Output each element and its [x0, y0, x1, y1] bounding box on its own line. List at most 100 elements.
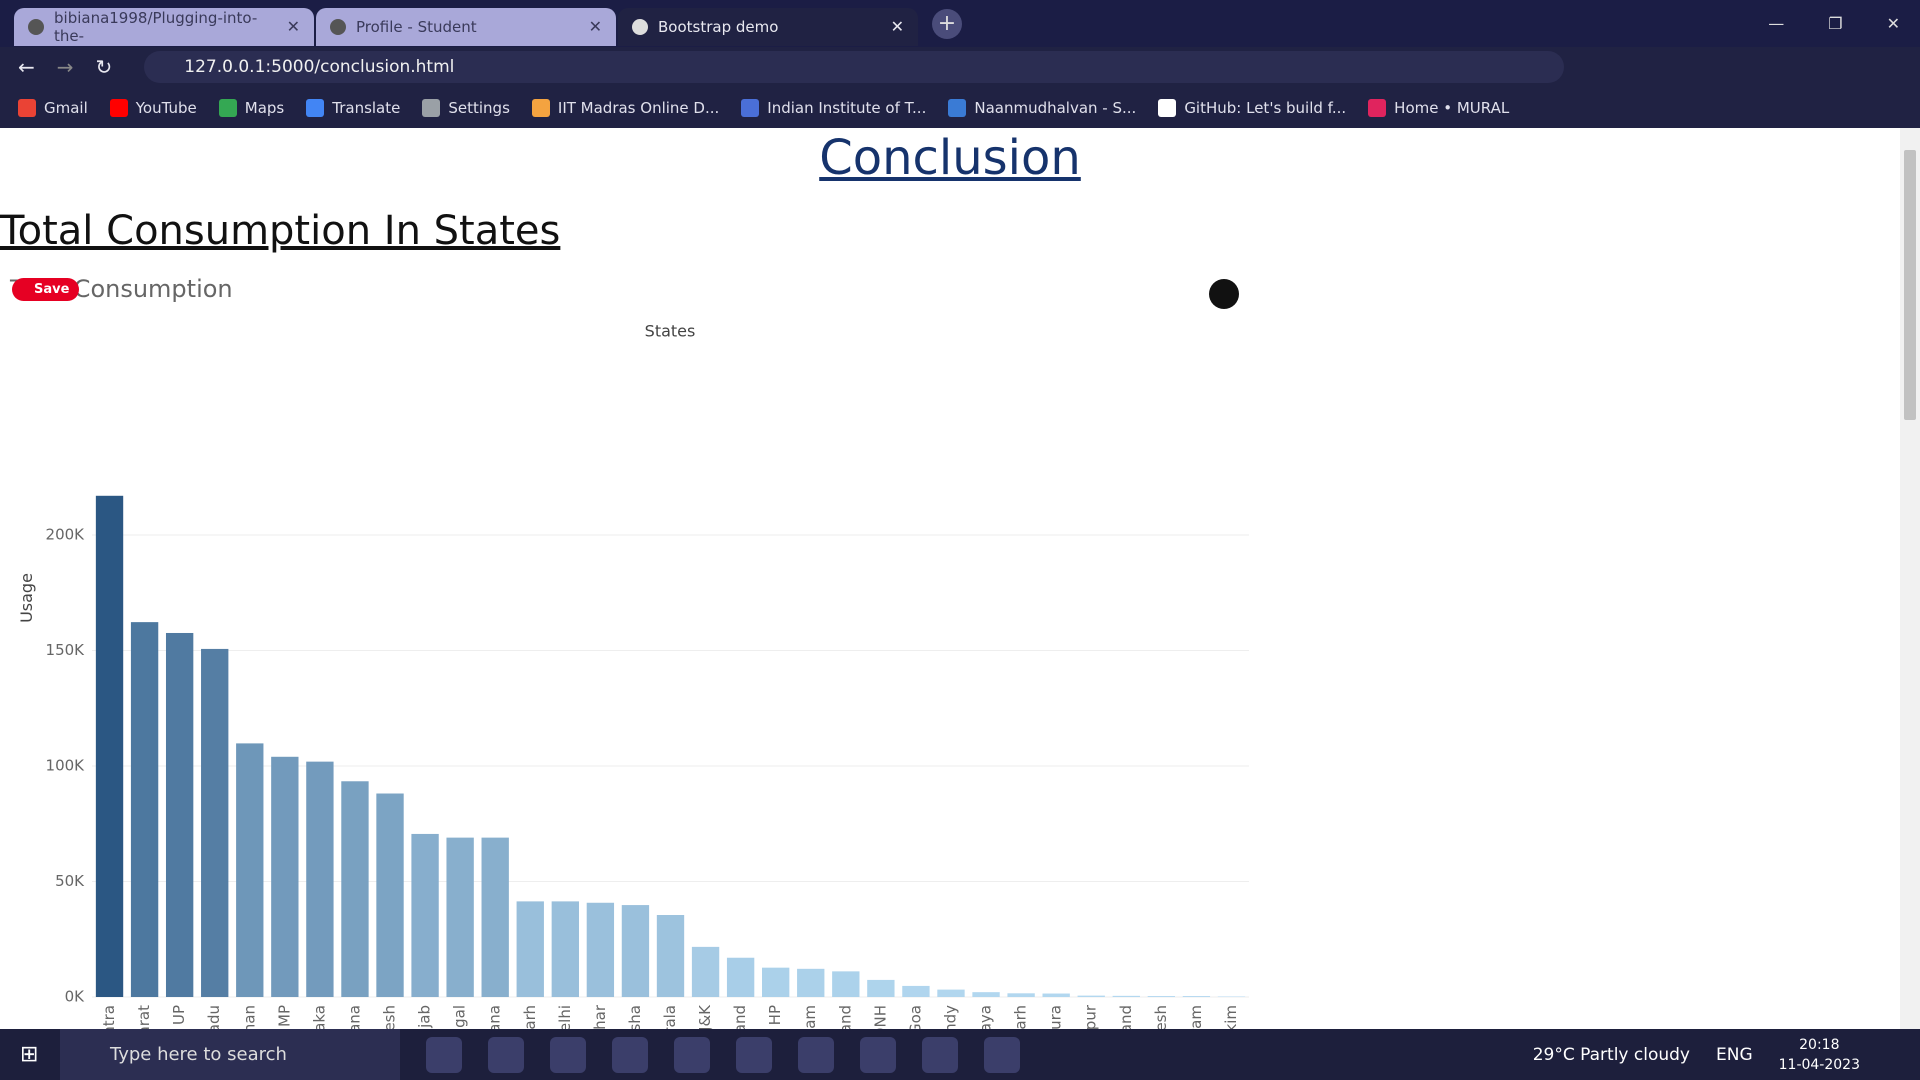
app-icon[interactable]: [488, 1036, 524, 1073]
zoom-button[interactable]: [1209, 279, 1239, 309]
x-tick-label: Jharkhand: [836, 1005, 854, 1029]
tab-strip: bibiana1998/Plugging-into-the- ✕ Profile …: [0, 0, 1920, 47]
bookmark[interactable]: Indian Institute of T...: [741, 98, 927, 117]
bar: [411, 833, 439, 997]
maximize[interactable]: ❐: [1828, 14, 1843, 33]
scrollbar[interactable]: [1900, 128, 1920, 1029]
close-tab[interactable]: ✕: [286, 17, 300, 36]
bookmark[interactable]: Home • MURAL: [1368, 98, 1510, 117]
bar: [656, 915, 685, 997]
x-tick-label: Odisha: [626, 1005, 644, 1029]
new-tab[interactable]: +: [932, 8, 962, 39]
x-tick-label: Rajasthan: [240, 1005, 258, 1029]
bookmark[interactable]: Settings: [422, 98, 510, 117]
clock[interactable]: 20:18 11-04-2023: [1779, 1035, 1860, 1075]
x-tick-label: Andhra Pradesh: [381, 1005, 399, 1029]
reload[interactable]: ↻: [95, 55, 113, 79]
web-content: Conclusion Total Consumption In States T…: [0, 128, 1900, 1029]
app-icon[interactable]: [550, 1036, 586, 1073]
taskbar: ⊞ Type here to search 29°C Partly cloudy…: [0, 1029, 1920, 1080]
bookmark[interactable]: Maps: [218, 98, 284, 117]
pin-save-button[interactable]: Save: [12, 278, 80, 301]
bar: [165, 632, 194, 997]
tab[interactable]: bibiana1998/Plugging-into-the- ✕: [14, 7, 314, 46]
bookmark[interactable]: GitHub: Let's build f...: [1158, 98, 1346, 117]
close-tab[interactable]: ✕: [588, 17, 602, 36]
x-tick-label: Telangana: [345, 1005, 363, 1029]
date: 11-04-2023: [1778, 1056, 1860, 1073]
language[interactable]: ENG: [1715, 1044, 1753, 1065]
bookmark-icon: [109, 98, 128, 117]
x-tick-label: Kerala: [661, 1005, 679, 1029]
bar: [271, 756, 299, 997]
tab-icon: [330, 18, 346, 35]
close[interactable]: ✕: [1886, 14, 1900, 33]
bookmark-label: Indian Institute of T...: [767, 98, 927, 117]
forward[interactable]: →: [56, 55, 74, 79]
bookmark-icon: [218, 98, 237, 117]
bar: [691, 946, 720, 997]
system-tray: 29°C Partly cloudy ENG 20:18 11-04-2023: [1533, 1035, 1920, 1075]
weather[interactable]: 29°C Partly cloudy: [1532, 1044, 1690, 1065]
window-controls: — ❐ ✕: [1768, 14, 1920, 33]
x-tick-label: Maharashtra: [100, 1005, 118, 1029]
x-tick-label: West Bengal: [451, 1005, 469, 1029]
x-tick-label: UP: [170, 1005, 188, 1025]
bar: [236, 743, 264, 997]
app-icon[interactable]: [984, 1036, 1020, 1073]
x-tick-label: Meghalaya: [977, 1005, 995, 1029]
bookmark-label: Gmail: [44, 98, 88, 117]
bar: [481, 837, 509, 997]
x-axis-title: States: [645, 322, 696, 341]
bookmark-label: Home • MURAL: [1394, 98, 1510, 117]
close-tab[interactable]: ✕: [890, 17, 904, 36]
tab-title: bibiana1998/Plugging-into-the-: [54, 8, 258, 45]
tab-title: Profile - Student: [356, 17, 477, 36]
bar: [201, 648, 229, 997]
bookmark[interactable]: Naanmudhalvan - S...: [948, 98, 1136, 117]
bar: [867, 979, 895, 997]
app-icon[interactable]: [860, 1036, 896, 1073]
tab[interactable]: Profile - Student ✕: [316, 7, 616, 46]
x-tick-label: Manipur: [1082, 1004, 1100, 1029]
bookmark[interactable]: Translate: [306, 98, 401, 117]
app-icon[interactable]: [798, 1036, 834, 1073]
minimize[interactable]: —: [1768, 14, 1785, 33]
bar: [551, 901, 579, 997]
back[interactable]: ←: [18, 55, 35, 79]
x-tick-label: Goa: [906, 1005, 924, 1029]
start-button[interactable]: ⊞: [20, 1042, 39, 1067]
bar: [306, 761, 334, 997]
bar: [762, 967, 790, 997]
page-heading: Conclusion: [819, 130, 1081, 186]
x-tick-label: J&K: [696, 1004, 714, 1029]
x-tick-label: Uttarakhand: [731, 1005, 749, 1029]
chart: Total Consumption States Usage 0K50K100K…: [9, 275, 1249, 1029]
address-bar[interactable]: 127.0.0.1:5000/conclusion.html: [144, 51, 1565, 83]
bookmark-icon: [531, 98, 550, 117]
bookmark[interactable]: IIT Madras Online D...: [531, 98, 719, 117]
x-tick-label: Assam: [801, 1005, 819, 1029]
y-tick-label: 200K: [46, 526, 86, 544]
bookmark-icon: [1158, 98, 1177, 117]
app-icon[interactable]: [922, 1036, 958, 1073]
bookmark-label: Translate: [332, 98, 401, 117]
app-icon[interactable]: [674, 1036, 710, 1073]
x-tick-label: Karnataka: [310, 1005, 328, 1029]
scroll-thumb[interactable]: [1904, 150, 1916, 420]
bar: [621, 905, 650, 997]
app-icon[interactable]: [736, 1036, 772, 1073]
app-icon[interactable]: [426, 1036, 462, 1073]
bar: [130, 622, 159, 997]
tab[interactable]: Bootstrap demo ✕: [618, 7, 918, 46]
bookmarks-bar: Gmail YouTube Maps Translate Settings IIT Mad…: [0, 87, 1920, 128]
bar: [1182, 996, 1211, 997]
search-box[interactable]: Type here to search: [60, 1029, 400, 1080]
x-tick-label: Delhi: [556, 1005, 574, 1029]
bookmark-icon: [948, 98, 967, 117]
bookmark[interactable]: YouTube: [109, 98, 197, 117]
bookmark[interactable]: Gmail: [18, 98, 88, 117]
app-icon[interactable]: [612, 1036, 648, 1073]
